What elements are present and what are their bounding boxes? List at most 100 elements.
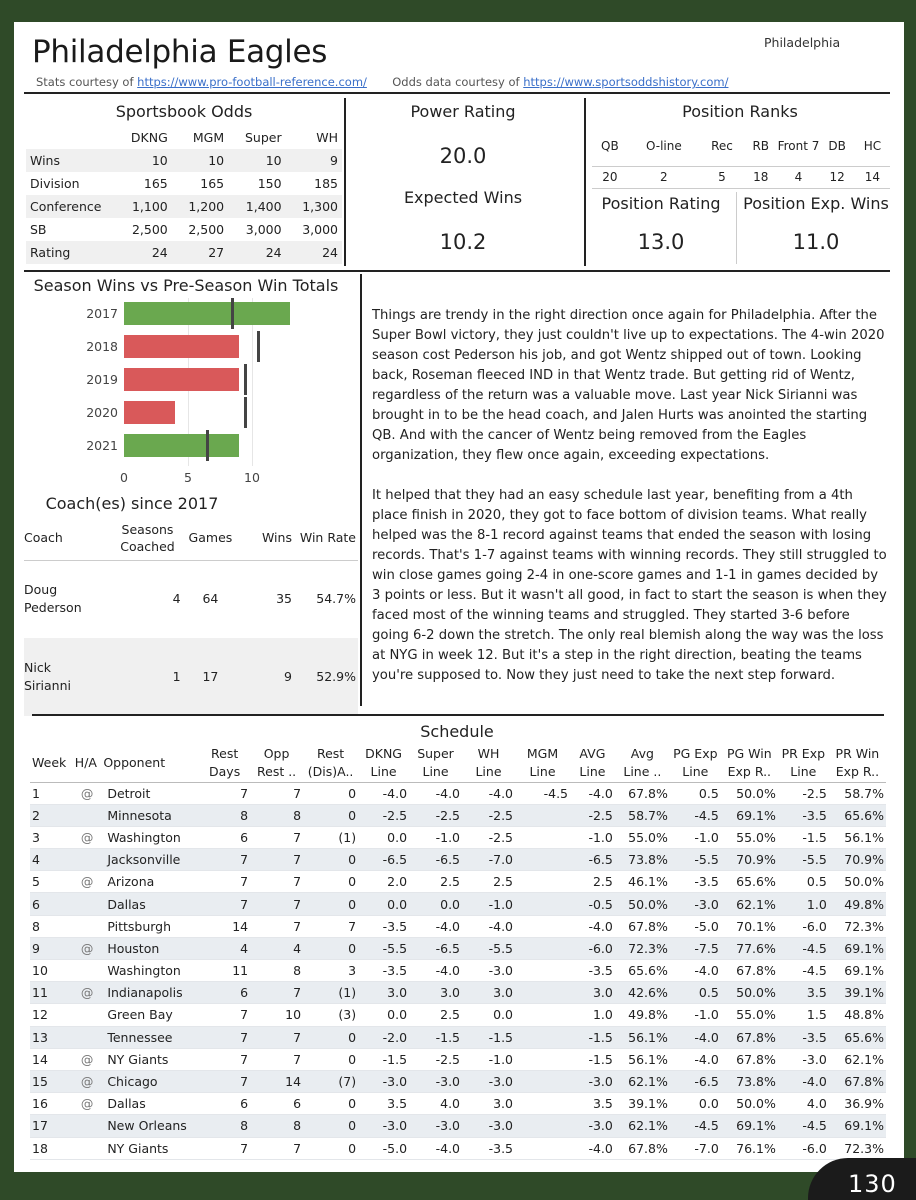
coach-name: Doug Pederson [24,582,82,616]
schedule-cell: 0 [303,892,359,916]
odds-cell: 165 [200,176,225,191]
schedule-cell: -2.5 [570,804,615,827]
schedule-cell: 1.0 [777,892,829,916]
sched-col-header: MGM Line [526,745,559,779]
odds-cell: 1,300 [285,195,342,218]
schedule-cell: 0.0 [462,1003,515,1027]
schedule-cell: 0 [303,1114,359,1138]
schedule-cell: -2.5 [462,826,515,850]
schedule-cell: -6.5 [570,848,615,872]
schedule-cell [515,937,571,961]
schedule-cell: 17 [30,1114,73,1138]
coach-table-wrap: Coach Seasons Coached Games Wins Win Rate Do… [24,516,358,716]
rank-col-header: O-line [645,138,682,153]
rank-col-header: Front 7 [777,138,820,153]
schedule-cell: 2.5 [409,1003,463,1027]
schedule-cell: 3.0 [462,981,515,1005]
schedule-cell: 0.5 [669,782,721,805]
schedule-cell: -4.0 [570,1137,615,1160]
schedule-cell [515,1114,571,1138]
schedule-cell [515,892,571,916]
schedule-title: Schedule [420,722,494,741]
schedule-row: 12 Green Bay 7 10 (3) 0.0 2.5 0.0 1.0 49.8% -1.0 55… [30,1003,886,1027]
win-total-marker [205,430,209,461]
schedule-cell: 50.0% [828,870,886,894]
schedule-cell [515,848,571,872]
odds-cell: 10 [228,149,286,172]
odds-source-link[interactable]: https://www.sportsoddshistory.com/ [523,75,729,89]
schedule-cell: -1.0 [462,892,515,916]
schedule-cell: 3.5 [570,1092,615,1116]
schedule-cell: -3.0 [462,1070,515,1094]
odds-row-label: SB [30,222,47,237]
schedule-cell: 7 [199,1026,251,1049]
odds-cell: 3,000 [302,222,338,237]
schedule-cell: 49.8% [828,892,886,916]
schedule-cell: 2 [30,804,73,827]
schedule-row: 10 Washington 11 8 3 -3.5 -4.0 -3.0 -3.5 65.6% -4.… [30,959,886,983]
odds-cell: 3,000 [245,222,282,237]
stats-source-link[interactable]: https://www.pro-football-reference.com/ [137,75,367,89]
schedule-cell: 58.7% [614,804,670,827]
schedule-cell [515,1092,571,1116]
sched-col-header: PR Exp Line [781,745,826,779]
schedule-cell: 67.8% [828,1070,886,1094]
schedule-cell: @ [72,782,102,805]
schedule-cell [515,915,571,938]
power-rating-title: Power Rating [410,102,516,121]
chart-category-label: 2019 [86,372,118,387]
schedule-cell: -4.5 [777,959,829,983]
coach-row: Nick Sirianni 1 17 9 52.9% [24,638,358,716]
schedule-cell: Tennessee [101,1026,200,1049]
schedule-cell: -6.5 [409,848,463,872]
odds-row-label: Rating [26,241,114,264]
schedule-cell: Houston [101,937,200,961]
schedule-cell: 6 [250,1092,304,1116]
schedule-cell: 0.0 [409,892,463,916]
coach-title: Coach(es) since 2017 [45,494,219,513]
schedule-cell: 69.1% [720,804,778,827]
schedule-cell: 16 [30,1092,73,1116]
schedule-cell: 1 [30,782,73,805]
schedule-cell: -7.5 [669,937,721,961]
schedule-cell: -4.5 [669,1114,721,1138]
rank-value: 4 [794,170,803,184]
power-divider [584,98,586,266]
odds-cell: 27 [171,241,229,264]
schedule-cell: @ [72,1048,102,1071]
schedule-cell: -3.0 [358,1070,410,1094]
schedule-cell: 62.1% [720,892,778,916]
schedule-cell: -7.0 [669,1137,721,1160]
schedule-cell: -3.0 [462,1114,515,1138]
schedule-cell: -4.0 [462,782,515,805]
schedule-cell: -6.5 [669,1070,721,1094]
odds-col-header: Super [244,130,282,145]
rank-col-header: RB [752,138,770,153]
odds-cell: 1,100 [114,195,172,218]
schedule-cell: 65.6% [828,804,886,827]
schedule-cell: 39.1% [828,981,886,1005]
schedule-cell: @ [72,937,102,961]
schedule-cell: -3.5 [358,959,410,983]
schedule-cell: -5.5 [358,937,410,961]
schedule-cell: -3.0 [358,1114,410,1138]
schedule-row: 9 @ Houston 4 4 0 -5.5 -6.5 -5.5 -6.0 72.3% -7.5 77.… [30,937,886,961]
schedule-cell: 2.5 [409,870,463,894]
coach-col-header: Games [188,530,233,546]
rank-col-header: HC [863,138,882,153]
schedule-cell: 67.8% [720,959,778,983]
schedule-cell: -3.5 [570,959,615,983]
schedule-row: 16 @ Dallas 6 6 0 3.5 4.0 3.0 3.5 39.1% 0.0 50.0% 4.0… [30,1092,886,1116]
schedule-cell: Detroit [101,782,200,805]
schedule-cell: -3.0 [462,959,515,983]
coach-wins: 35 [276,591,292,607]
schedule-cell: 0.0 [358,892,410,916]
schedule-cell: -1.0 [669,1003,721,1027]
schedule-cell: 50.0% [720,782,778,805]
odds-cell: 24 [285,241,342,264]
schedule-cell: -4.5 [515,782,571,805]
schedule-divider [32,714,884,716]
odds-cell: 185 [314,176,338,191]
schedule-cell: 7 [250,1026,304,1049]
schedule-cell [515,804,571,827]
